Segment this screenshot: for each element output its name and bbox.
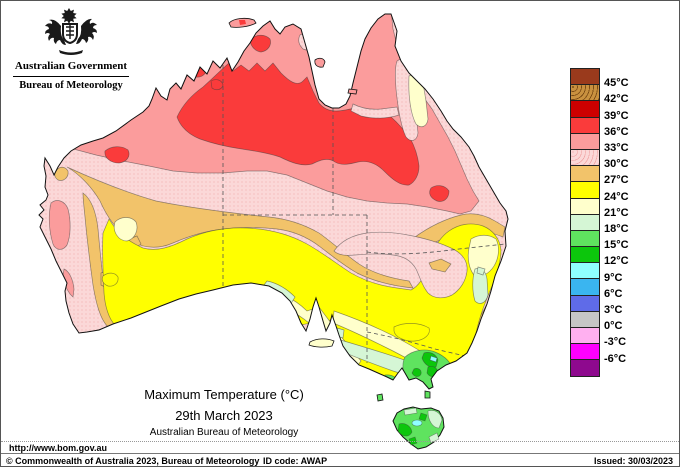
legend-label-9: 9°C (604, 271, 623, 284)
region-36-39-qld (429, 185, 450, 202)
legend-label-33: 33°C (604, 142, 629, 154)
island-mornington (347, 88, 358, 95)
australian-government-label: Australian Government (14, 60, 128, 72)
legend-color-39-42 (571, 101, 599, 118)
legend-label-45: 45°C (604, 77, 629, 90)
legend-color-27-30 (571, 166, 599, 183)
legend-label-18: 18°C (604, 223, 629, 235)
header-divider (13, 76, 129, 77)
legend-color-24-27 (571, 182, 599, 199)
border-qld-nsw (366, 243, 506, 255)
legend-color-below -6 (571, 360, 599, 376)
legend-label-12: 12°C (604, 255, 629, 268)
region-30-33-gulfcoast (350, 103, 400, 119)
legend-label-24: 24°C (604, 190, 629, 203)
region-36-39-main (176, 62, 420, 186)
legend-color-0-3 (571, 311, 599, 328)
region-24-27-hole-sw (101, 272, 119, 287)
legend-color-12-15 (571, 247, 599, 264)
region-tas-18-21-n (403, 407, 418, 416)
region-27-30-wedge-dot (428, 258, 452, 273)
region-21-24-new-england (467, 234, 499, 277)
region-15-18-gippsland (447, 372, 458, 384)
legend-color-3-6 (571, 295, 599, 312)
region-tas-12-15-west (397, 423, 413, 437)
island-groote (314, 57, 326, 68)
id-code-text: ID code: AWAP (263, 456, 328, 466)
island-flinders (424, 390, 431, 399)
region-36-39-kimberley2 (210, 79, 224, 91)
legend-color--6--3 (571, 344, 599, 361)
copyright-text: © Commonwealth of Australia 2023, Bureau… (6, 456, 260, 466)
legend-color-33-36 (571, 133, 599, 150)
region-21-24-west-blob (113, 217, 138, 242)
island-kangaroo (308, 338, 335, 348)
legend-label--3: -3°C (604, 336, 627, 349)
region-30-33-nsw-wedge (333, 231, 468, 299)
legend-color-42-45 (571, 85, 599, 102)
map-title: Maximum Temperature (°C) (144, 387, 304, 402)
map-source: Australian Bureau of Meteorology (149, 427, 299, 438)
region-36-39-kimberley (187, 59, 208, 78)
tasmania (392, 406, 445, 450)
bom-url: http://www.bom.gov.au (9, 443, 107, 453)
region-18-21-seq-dot (476, 266, 486, 276)
footer-divider (1, 453, 679, 454)
legend-label-42: 42°C (604, 93, 629, 106)
legend-label-6: 6°C (604, 287, 623, 300)
legend-label--6: -6°C (604, 352, 627, 365)
legend-label-15: 15°C (604, 239, 629, 252)
legend-label-21: 21°C (604, 206, 629, 219)
region-24-27-nsw-tongue (393, 323, 430, 342)
legend-label-30: 30°C (604, 158, 629, 171)
legend-label-36: 36°C (604, 125, 629, 138)
legend-label-3: 3°C (604, 304, 623, 316)
region-27-30-nwcape (54, 166, 69, 181)
region-30-33-gove (298, 32, 320, 51)
coat-of-arms-icon (45, 8, 97, 55)
legend-color-6-9 (571, 279, 599, 296)
legend-color-15-18 (571, 230, 599, 248)
border-nsw-vic (366, 331, 466, 357)
legend-color--3-0 (571, 328, 599, 345)
region-tas-12-15-ne (418, 412, 428, 422)
legend-color-21-24 (571, 198, 599, 215)
region-tas-18-21-ne (427, 410, 443, 429)
region-12-15-alps3 (411, 368, 422, 377)
legend-label-0: 0°C (604, 320, 623, 333)
region-33-36-gascoyne (48, 200, 71, 250)
region-36-39-kakadu (250, 34, 271, 53)
issued-date-text: Issued: 30/03/2023 (593, 456, 673, 466)
legend-color-30-33 (571, 149, 599, 167)
region-36-39-pilbara (104, 146, 130, 164)
map-date: 29th March 2023 (175, 408, 273, 423)
temperature-legend-bar (570, 68, 600, 377)
legend-color-36-39 (571, 117, 599, 134)
legend-color-18-21 (571, 214, 599, 231)
footer-divider-top (1, 441, 679, 442)
bureau-of-meteorology-label: Bureau of Meteorology (19, 80, 123, 91)
legend-color-9-12 (571, 263, 599, 280)
island-king (376, 393, 384, 402)
legend-label-27: 27°C (604, 174, 629, 187)
legend-color-above 45 (571, 69, 599, 86)
legend-label-39: 39°C (604, 109, 629, 122)
island-melville-red-dot (239, 20, 246, 25)
region-9-12-alps (429, 355, 438, 363)
region-tas-9-12-centre (411, 419, 423, 427)
map-title-block: Maximum Temperature (°C) 29th March 2023… (64, 387, 384, 438)
